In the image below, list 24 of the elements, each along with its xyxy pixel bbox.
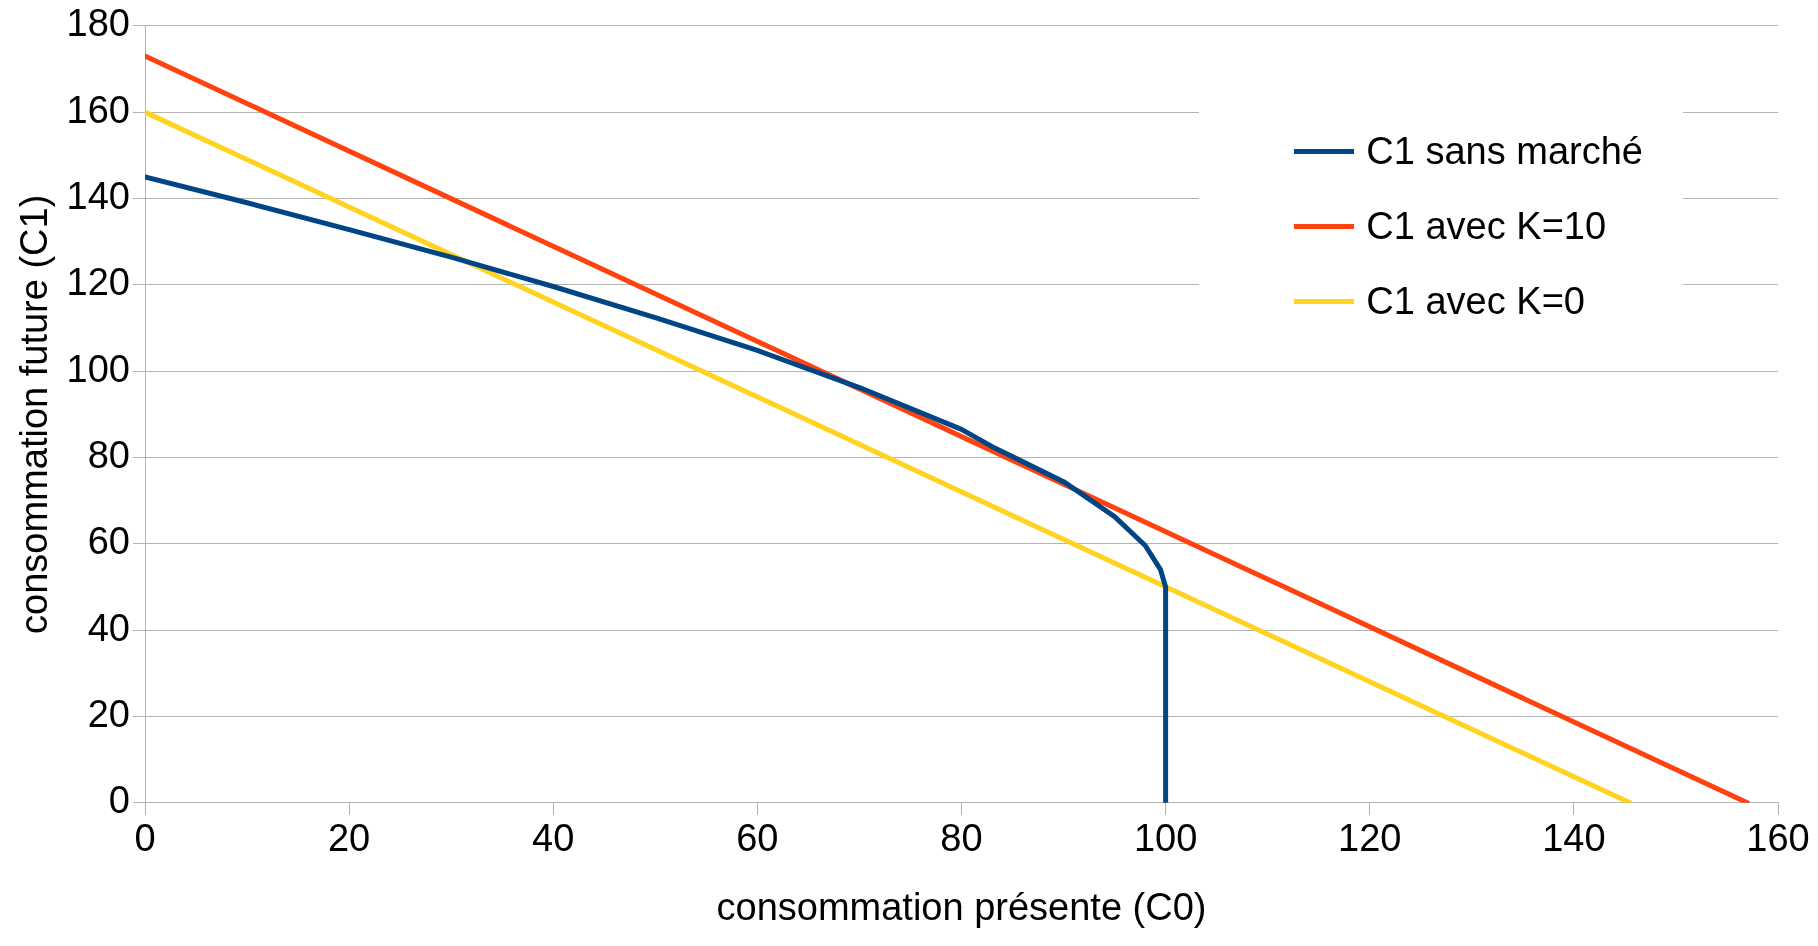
y-tick-label: 140 [66, 174, 130, 217]
y-tick-label: 20 [87, 692, 130, 735]
x-tick-label: 160 [1746, 817, 1810, 860]
y-tick-label: 60 [87, 520, 130, 563]
y-tick-label: 80 [87, 433, 130, 476]
x-tick-label: 80 [940, 817, 983, 860]
x-tick-label: 100 [1133, 817, 1198, 860]
x-tick-label: 20 [327, 817, 371, 860]
y-axis-title: consommation future (C1) [13, 194, 56, 634]
x-tick-label: 40 [532, 817, 575, 860]
x-tick-label: 140 [1542, 817, 1606, 860]
x-axis-title: consommation présente (C0) [716, 885, 1207, 928]
legend-label: C1 avec K=0 [1366, 279, 1585, 323]
y-tick-label: 40 [87, 606, 130, 649]
y-tick-label: 100 [66, 347, 130, 390]
y-tick-label: 0 [108, 779, 130, 822]
legend-label: C1 avec K=10 [1366, 204, 1607, 248]
y-tick-label: 160 [66, 88, 130, 131]
y-tick-label: 180 [66, 2, 130, 45]
legend-label: C1 sans marché [1366, 129, 1643, 173]
x-tick-label: 0 [134, 817, 156, 860]
y-tick-label: 120 [66, 261, 130, 304]
x-tick-label: 60 [736, 817, 779, 860]
x-tick-label: 120 [1338, 817, 1402, 860]
